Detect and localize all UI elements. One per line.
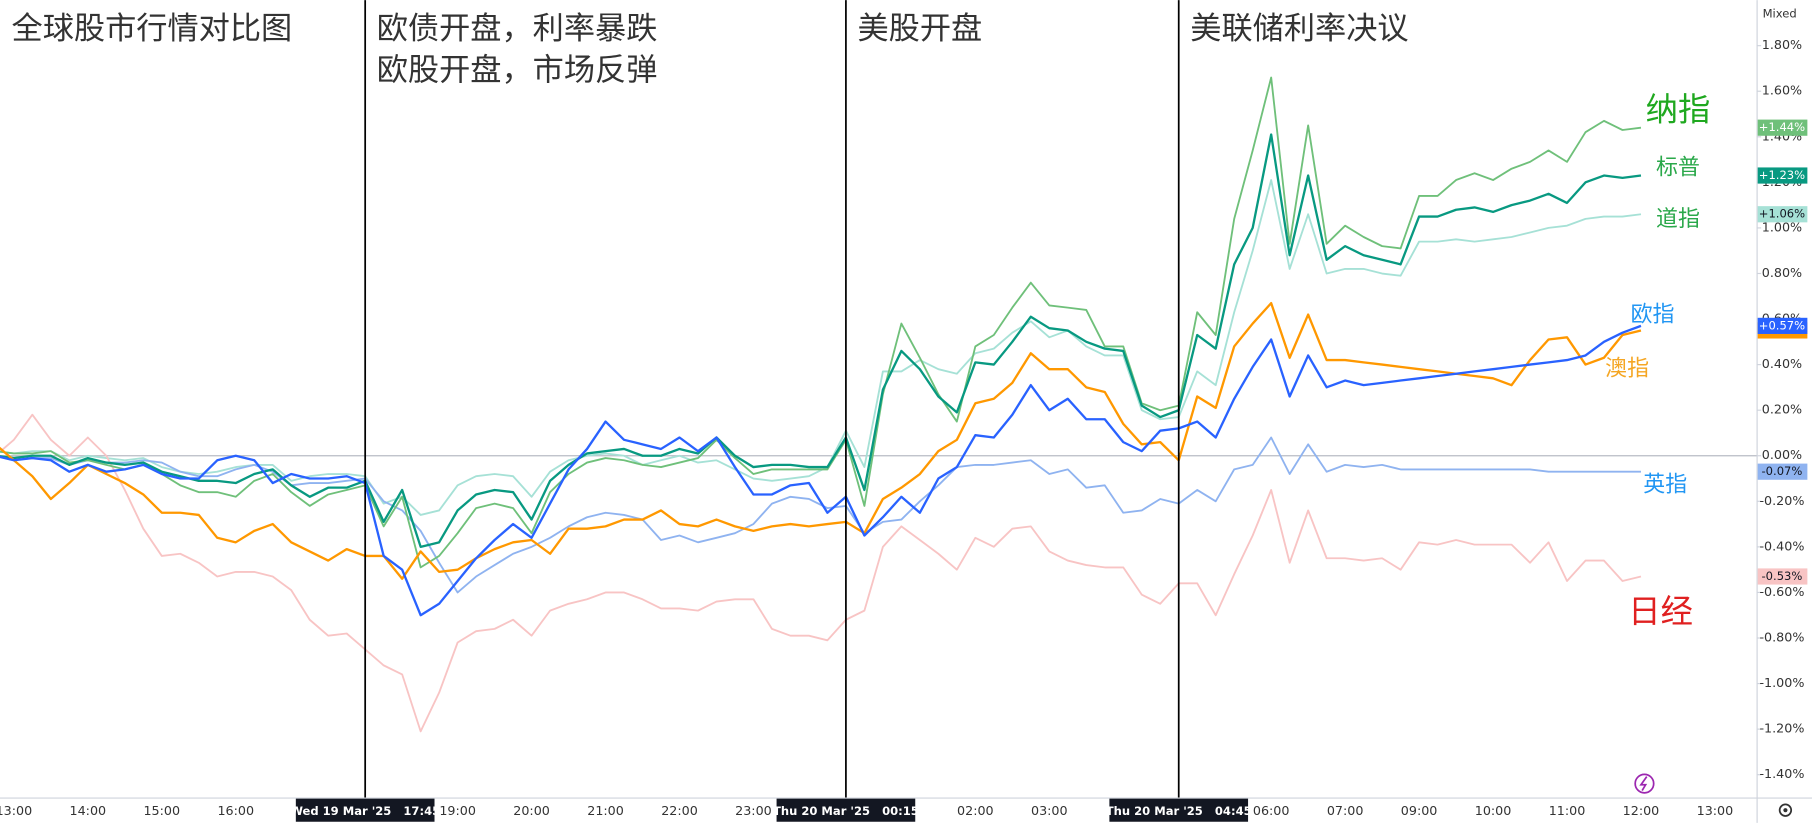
y-tick-label: -1.40% [1759, 766, 1804, 781]
last-value-label: +1.06% [1759, 207, 1805, 221]
x-tick-label: 02:00 [957, 803, 994, 818]
x-tick-label: 16:00 [217, 803, 254, 818]
y-tick-label: 1.00% [1762, 219, 1802, 234]
y-tick-label: 0.80% [1762, 265, 1802, 280]
y-tick-label: 0.20% [1762, 402, 1802, 417]
x-tick-label: 13:00 [1697, 803, 1734, 818]
y-tick-label: -0.80% [1759, 630, 1804, 645]
series-name: 澳指 [1605, 357, 1649, 382]
x-tick-label: 22:00 [661, 803, 698, 818]
x-tick-label: 23:00 [735, 803, 772, 818]
last-value-box [1757, 317, 1808, 334]
y-tick-label: 0.40% [1762, 356, 1802, 371]
last-value-box [1757, 463, 1808, 480]
y-tick-label: -1.20% [1759, 721, 1804, 736]
y-tick-label: 1.60% [1762, 83, 1802, 98]
x-tick-label: 19:00 [439, 803, 476, 818]
flash-icon[interactable] [1634, 773, 1655, 794]
series-line [0, 301, 1642, 580]
y-tick-label: 0.00% [1762, 447, 1802, 462]
x-tick-label: 09:00 [1401, 803, 1438, 818]
event-time-label: Thu 20 Mar '25 00:15 [773, 804, 919, 818]
last-value-box [1757, 167, 1808, 184]
event-time-box [295, 798, 435, 822]
x-tick-label: 03:00 [1031, 803, 1068, 818]
chart-title: 全球股市行情对比图 [12, 11, 293, 47]
last-value-label: -0.07% [1762, 464, 1803, 478]
y-tick-label: -1.00% [1759, 675, 1804, 690]
series-name: 道指 [1656, 207, 1700, 232]
series-name: 欧指 [1631, 302, 1675, 327]
event-note: 美股开盘 [857, 11, 982, 47]
series-line [0, 76, 1642, 569]
event-time-box [1109, 798, 1249, 822]
event-note: 欧股开盘，市场反弹 [377, 53, 658, 89]
event-note: 美联储利率决议 [1190, 11, 1408, 47]
last-value-box [1757, 568, 1808, 585]
x-tick-label: 21:00 [587, 803, 624, 818]
event-time-label: Wed 19 Mar '25 17:45 [290, 804, 440, 818]
x-tick-label: 07:00 [1327, 803, 1364, 818]
y-tick-label: 1.80% [1762, 37, 1802, 52]
y-tick-label: -0.40% [1759, 538, 1804, 553]
x-tick-label: 06:00 [1253, 803, 1290, 818]
event-note: 欧债开盘，利率暴跌 [377, 11, 658, 47]
event-time-label: Thu 20 Mar '25 04:45 [1106, 804, 1252, 818]
x-tick-label: 13:00 [0, 803, 32, 818]
plot-area [0, 76, 1757, 733]
event-time-box [776, 798, 916, 822]
series-name: 日经 [1628, 592, 1693, 630]
series-line [0, 179, 1642, 516]
series-name: 标普 [1656, 156, 1700, 181]
settings-icon[interactable] [1778, 803, 1793, 817]
x-tick-label: 12:00 [1623, 803, 1660, 818]
last-value-box [1757, 119, 1808, 136]
last-value-label: -0.53% [1762, 569, 1803, 583]
series-name: 纳指 [1646, 91, 1711, 129]
x-tick-label: 20:00 [513, 803, 550, 818]
x-tick-label: 15:00 [143, 803, 180, 818]
last-value-label: +0.57% [1759, 318, 1805, 332]
scale-mode[interactable]: Mixed [1763, 6, 1797, 20]
last-value-label: +1.23% [1759, 168, 1805, 182]
series-line [0, 133, 1642, 548]
last-value-box [1757, 206, 1808, 223]
last-value-label: +1.44% [1759, 120, 1805, 134]
x-tick-label: 10:00 [1475, 803, 1512, 818]
x-tick-label: 14:00 [70, 803, 107, 818]
x-tick-label: 11:00 [1549, 803, 1586, 818]
series-name: 英指 [1643, 473, 1687, 498]
y-tick-label: -0.20% [1759, 493, 1804, 508]
series-line [0, 413, 1642, 733]
y-tick-label: -0.60% [1759, 584, 1804, 599]
series-line [0, 324, 1642, 617]
